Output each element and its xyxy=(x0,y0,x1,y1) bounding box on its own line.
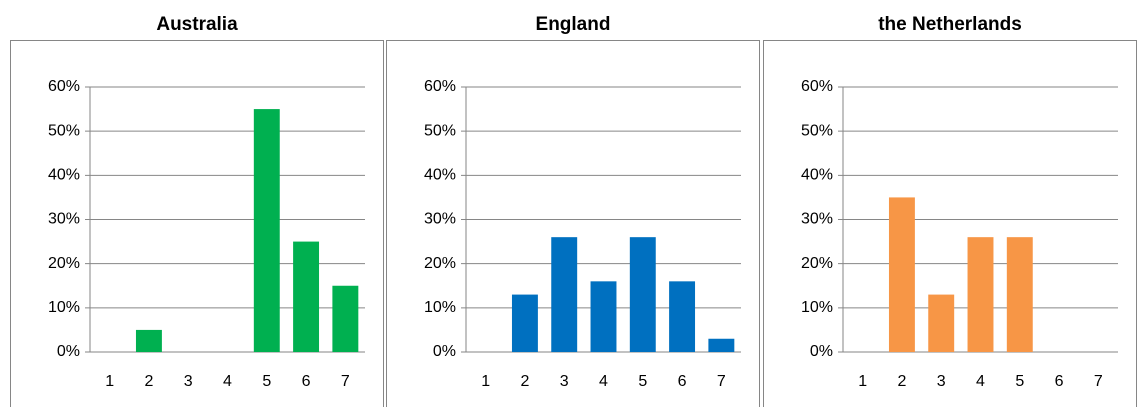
y-tick-label: 50% xyxy=(48,122,80,139)
y-tick-label: 10% xyxy=(48,299,80,316)
bar xyxy=(928,294,955,352)
x-tick-label: 3 xyxy=(184,373,193,390)
bar xyxy=(293,241,320,352)
y-tick-label: 20% xyxy=(48,255,80,272)
x-tick-label: 1 xyxy=(105,373,114,390)
y-tick-label: 40% xyxy=(801,167,833,184)
bar xyxy=(669,281,696,352)
x-tick-label: 6 xyxy=(1055,373,1064,390)
chart-frame xyxy=(763,40,1137,407)
x-tick-label: 1 xyxy=(481,373,490,390)
y-tick-label: 40% xyxy=(424,167,456,184)
chart-frame xyxy=(10,40,384,407)
bar xyxy=(253,109,280,352)
y-tick-label: 40% xyxy=(48,167,80,184)
x-tick-label: 3 xyxy=(560,373,569,390)
x-tick-label: 5 xyxy=(1015,373,1024,390)
x-tick-label: 4 xyxy=(976,373,985,390)
bar xyxy=(135,329,162,352)
y-tick-label: 30% xyxy=(48,211,80,228)
bar xyxy=(629,237,656,352)
chart-title: Australia xyxy=(156,14,238,35)
chart-title: England xyxy=(536,14,611,35)
x-tick-label: 2 xyxy=(897,373,906,390)
x-tick-label: 4 xyxy=(599,373,608,390)
y-tick-label: 20% xyxy=(801,255,833,272)
y-tick-label: 60% xyxy=(424,78,456,95)
x-tick-label: 6 xyxy=(302,373,311,390)
x-tick-label: 6 xyxy=(678,373,687,390)
y-tick-label: 0% xyxy=(433,343,456,360)
x-tick-label: 1 xyxy=(858,373,867,390)
y-tick-label: 60% xyxy=(48,78,80,95)
bar xyxy=(967,237,994,352)
x-tick-label: 2 xyxy=(144,373,153,390)
y-tick-label: 30% xyxy=(801,211,833,228)
y-tick-label: 20% xyxy=(424,255,456,272)
bar xyxy=(708,338,735,352)
x-tick-label: 7 xyxy=(1094,373,1103,390)
bar xyxy=(1006,237,1033,352)
y-tick-label: 30% xyxy=(424,211,456,228)
bar xyxy=(511,294,538,352)
y-tick-label: 50% xyxy=(801,122,833,139)
y-tick-label: 0% xyxy=(57,343,80,360)
bar xyxy=(888,197,915,352)
x-tick-label: 2 xyxy=(520,373,529,390)
y-tick-label: 50% xyxy=(424,122,456,139)
x-tick-label: 7 xyxy=(341,373,350,390)
y-tick-label: 60% xyxy=(801,78,833,95)
x-tick-label: 4 xyxy=(223,373,232,390)
chart-frame xyxy=(386,40,760,407)
x-tick-label: 3 xyxy=(937,373,946,390)
y-tick-label: 10% xyxy=(424,299,456,316)
bar xyxy=(551,237,578,352)
bar xyxy=(332,285,359,352)
bar xyxy=(590,281,617,352)
chart-title: the Netherlands xyxy=(878,14,1022,35)
y-tick-label: 0% xyxy=(810,343,833,360)
x-tick-label: 5 xyxy=(262,373,271,390)
x-tick-label: 5 xyxy=(638,373,647,390)
x-tick-label: 7 xyxy=(717,373,726,390)
y-tick-label: 10% xyxy=(801,299,833,316)
